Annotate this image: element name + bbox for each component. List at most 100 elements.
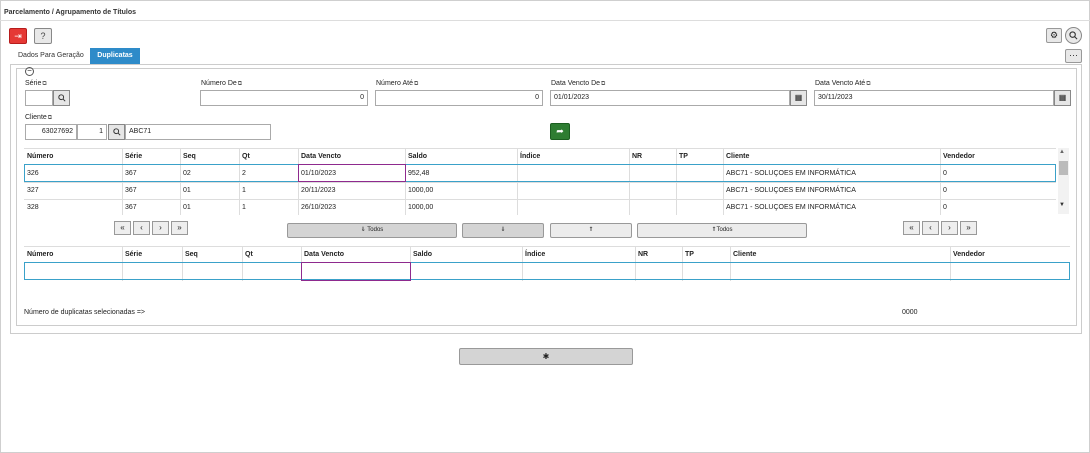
duplicatas-inner-panel [16,68,1077,326]
numero-de-label: Número De⧉ [201,80,243,87]
title-divider [0,20,1090,21]
cliente-seq-input[interactable]: 1 [77,124,107,140]
col-header-qt[interactable]: Qt [242,153,250,160]
table-cell: 01/10/2023 [301,170,337,177]
col-header-serie[interactable]: Série [125,251,143,258]
pager-prev-button[interactable]: ‹ [133,221,150,235]
table-cell: 01 [183,204,191,211]
copy-icon: ⧉ [413,81,419,87]
forward-arrow-icon: ➦ [556,126,564,136]
exit-icon: ⇥ [14,31,22,41]
pager2-next-button[interactable]: › [941,221,958,235]
apply-filter-button[interactable]: ➦ [550,123,570,140]
table-cell: 2 [242,170,246,177]
data-vencto-de-label: Data Vencto De⧉ [551,80,606,87]
table-cell: 0 [943,170,947,177]
table-cell: 328 [27,204,39,211]
col-header-vendedor[interactable]: Vendedor [953,251,985,258]
serie-lookup-button[interactable] [53,90,70,106]
table-cell: 02 [183,170,191,177]
col-header-seq[interactable]: Seq [185,251,198,258]
col-header-tp[interactable]: TP [685,251,694,258]
scroll-up-arrow-icon[interactable]: ▲ [1059,149,1065,155]
focused-cell[interactable] [301,262,411,281]
table-cell: 367 [125,204,137,211]
col-header-indice[interactable]: Índice [520,153,541,160]
calendar-icon: ▦ [1058,93,1067,102]
cliente-lookup-button[interactable] [108,124,125,140]
more-options-button[interactable]: ··· [1065,49,1082,63]
copy-icon: ⧉ [601,81,606,87]
search-button[interactable] [1065,27,1082,44]
col-header-tp[interactable]: TP [679,153,688,160]
cliente-name-input[interactable]: ABC71 [125,124,271,140]
search-icon [1069,31,1078,40]
pager-next-button[interactable]: › [152,221,169,235]
data-vencto-ate-input[interactable]: 30/11/2023 [814,90,1054,106]
exit-button[interactable]: ⇥ [9,28,27,44]
move-one-down-button[interactable]: ⇓ [462,223,544,238]
col-header-seq[interactable]: Seq [183,153,196,160]
pager-first-button[interactable]: « [114,221,131,235]
table-cell: 26/10/2023 [301,204,337,211]
col-header-nr[interactable]: NR [638,251,649,258]
selected-count-value: 0000 [902,309,918,316]
col-header-cliente[interactable]: Cliente [726,153,750,160]
grid-scrollbar[interactable] [1058,148,1069,214]
col-header-saldo[interactable]: Saldo [413,251,433,258]
tab-duplicatas[interactable]: Duplicatas [90,48,140,64]
numero-de-input[interactable]: 0 [200,90,368,106]
calendar-icon: ▦ [794,93,803,102]
serie-label: Série⧉ [25,80,47,87]
table-cell: 0 [943,204,947,211]
col-header-indice[interactable]: Índice [525,251,546,258]
tab-dados-para-geracao[interactable]: Dados Para Geração [18,52,84,59]
col-header-data-vencto[interactable]: Data Vencto [301,153,342,160]
help-button[interactable]: ? [34,28,52,44]
duplicatas-panel [10,64,1082,334]
table-cell: 0 [943,187,947,194]
page-title: Parcelamento / Agrupamento de Títulos [4,9,136,16]
data-vencto-ate-calendar-button[interactable]: ▦ [1054,90,1071,106]
pager-last-button[interactable]: » [171,221,188,235]
col-header-numero[interactable]: Número [27,251,54,258]
col-header-numero[interactable]: Número [27,153,54,160]
data-vencto-de-calendar-button[interactable]: ▦ [790,90,807,106]
pager2-prev-button[interactable]: ‹ [922,221,939,235]
process-button[interactable]: ✱ [459,348,633,365]
focused-cell[interactable] [298,164,406,182]
col-header-saldo[interactable]: Saldo [408,153,428,160]
pager2-first-button[interactable]: « [903,221,920,235]
table-cell: 1000,00 [408,187,434,194]
data-vencto-ate-label: Data Vencto Até⧉ [815,80,871,87]
more-icon: ··· [1069,50,1078,60]
selected-count-label: Número de duplicatas selecionadas => [24,309,146,316]
move-all-down-button[interactable]: ⇓ Todos [287,223,457,238]
col-header-cliente[interactable]: Cliente [733,251,757,258]
table-row-selected[interactable] [24,164,1056,182]
gear-icon: ✱ [542,352,550,361]
settings-button[interactable]: ⚙ [1046,28,1062,43]
col-header-vendedor[interactable]: Vendedor [943,153,975,160]
scroll-down-arrow-icon[interactable]: ▼ [1059,202,1065,208]
table-cell: 01 [183,187,191,194]
data-vencto-de-input[interactable]: 01/01/2023 [550,90,790,106]
scrollbar-thumb[interactable] [1059,161,1068,175]
search-icon [57,94,66,102]
pager2-last-button[interactable]: » [960,221,977,235]
col-header-data-vencto[interactable]: Data Vencto [304,251,345,258]
numero-ate-input[interactable]: 0 [375,90,543,106]
table-cell: 1000,00 [408,204,434,211]
cliente-code-input[interactable]: 63027692 [25,124,77,140]
serie-input[interactable] [25,90,53,106]
table-row-empty[interactable] [24,262,1070,280]
move-one-up-button[interactable]: ⇑ [550,223,632,238]
move-all-up-button[interactable]: ⇑Todos [637,223,807,238]
gear-icon: ⚙ [1049,30,1059,40]
table-cell: ABC71 - SOLUÇOES EM INFORMÁTICA [726,170,856,177]
col-header-qt[interactable]: Qt [245,251,253,258]
col-header-nr[interactable]: NR [632,153,643,160]
col-header-serie[interactable]: Série [125,153,143,160]
collapse-toggle[interactable]: − [25,67,34,76]
table-cell: 1 [242,204,246,211]
